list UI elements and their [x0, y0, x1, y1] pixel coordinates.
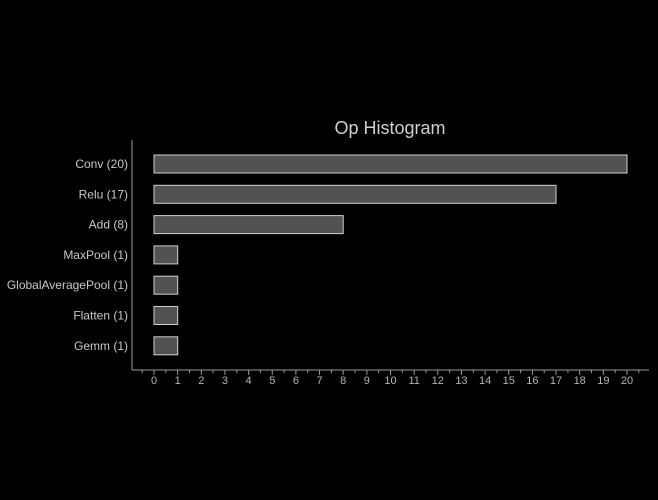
x-tick-label-2: 2	[198, 375, 204, 387]
x-tick-label-18: 18	[574, 375, 586, 387]
x-tick-label-6: 6	[293, 375, 299, 387]
bar-0	[153, 154, 628, 174]
x-tick-label-15: 15	[503, 375, 515, 387]
x-tick-label-19: 19	[597, 375, 609, 387]
x-tick-label-10: 10	[384, 375, 396, 387]
category-label-5: Flatten (1)	[73, 309, 128, 323]
bar-2	[153, 215, 344, 235]
x-tick-label-12: 12	[432, 375, 444, 387]
bar-6	[153, 336, 179, 356]
x-tick-label-0: 0	[151, 375, 157, 387]
category-label-3: MaxPool (1)	[63, 248, 128, 262]
category-label-2: Add (8)	[89, 218, 128, 232]
category-label-6: Gemm (1)	[74, 339, 128, 353]
x-tick-label-7: 7	[316, 375, 322, 387]
category-label-0: Conv (20)	[75, 157, 128, 171]
x-tick-label-14: 14	[479, 375, 491, 387]
x-tick-label-16: 16	[526, 375, 538, 387]
category-label-4: GlobalAveragePool (1)	[7, 278, 128, 292]
x-tick-label-9: 9	[364, 375, 370, 387]
bar-4	[153, 275, 179, 295]
chart-title: Op Histogram	[334, 118, 445, 138]
x-tick-label-4: 4	[246, 375, 252, 387]
x-tick-label-11: 11	[408, 375, 419, 387]
bar-1	[153, 184, 557, 204]
x-ticks-group	[141, 370, 640, 375]
x-tick-label-5: 5	[269, 375, 275, 387]
x-tick-label-20: 20	[621, 375, 633, 387]
x-tick-label-3: 3	[222, 375, 228, 387]
x-tick-label-8: 8	[340, 375, 346, 387]
x-tick-label-17: 17	[550, 375, 562, 387]
x-tick-labels-group: 0 1 2 3 4 5 6 7 8 9 10 11 12 13 14 15 16 17 18 19 20	[151, 375, 633, 387]
category-labels-group: Conv (20) Relu (17) Add (8) MaxPool (1) Glob…	[7, 157, 128, 353]
bar-5	[153, 306, 179, 325]
x-tick-label-1: 1	[175, 375, 181, 387]
bars-group	[153, 154, 628, 356]
bar-3	[153, 245, 179, 265]
x-tick-label-13: 13	[455, 375, 467, 387]
category-label-1: Relu (17)	[79, 187, 128, 201]
